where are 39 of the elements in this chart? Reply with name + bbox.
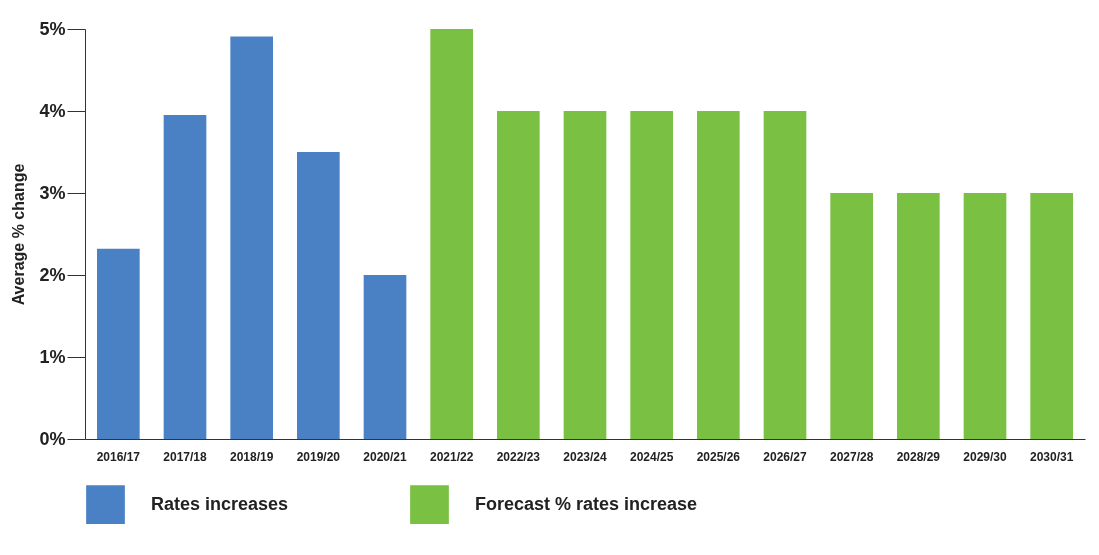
bar — [97, 248, 140, 439]
x-tick-label: 2017/18 — [163, 449, 208, 464]
x-tick-label: 2028/29 — [896, 449, 941, 464]
bar — [763, 111, 807, 439]
bar — [497, 111, 540, 439]
bar — [430, 29, 473, 439]
bar — [1030, 193, 1073, 439]
x-tick-label: 2023/24 — [563, 449, 608, 464]
y-axis-title: Average % change — [10, 163, 28, 306]
bar — [697, 111, 740, 439]
x-tick-label: 2021/22 — [429, 449, 474, 464]
bar — [630, 111, 673, 439]
y-tick-label: 3% — [39, 182, 66, 203]
y-tick-label: 1% — [39, 346, 66, 367]
y-tick-label: 2% — [39, 264, 66, 285]
x-tick-label: 2030/31 — [1029, 449, 1074, 464]
legend-label: Rates increases — [151, 493, 289, 514]
x-tick-label: 2019/20 — [296, 449, 341, 464]
x-tick-label: 2018/19 — [229, 449, 274, 464]
y-tick-label: 4% — [39, 100, 66, 121]
bar — [297, 152, 340, 439]
x-tick-label: 2025/26 — [696, 449, 741, 464]
y-tick-label: 0% — [39, 428, 66, 449]
y-tick-label: 5% — [39, 18, 66, 39]
bar — [897, 193, 940, 439]
legend-label: Forecast % rates increase — [475, 493, 698, 514]
bar — [830, 193, 873, 439]
x-tick-label: 2026/27 — [763, 449, 808, 464]
x-tick-label: 2022/23 — [496, 449, 541, 464]
x-tick-label: 2020/21 — [363, 449, 408, 464]
bar — [963, 193, 1007, 439]
bar — [230, 36, 273, 439]
bar — [363, 275, 407, 439]
x-tick-label: 2027/28 — [829, 449, 874, 464]
x-tick-label: 2016/17 — [96, 449, 141, 464]
x-tick-label: 2024/25 — [629, 449, 674, 464]
x-tick-label: 2029/30 — [963, 449, 1008, 464]
bar — [563, 111, 607, 439]
bar — [163, 115, 207, 439]
